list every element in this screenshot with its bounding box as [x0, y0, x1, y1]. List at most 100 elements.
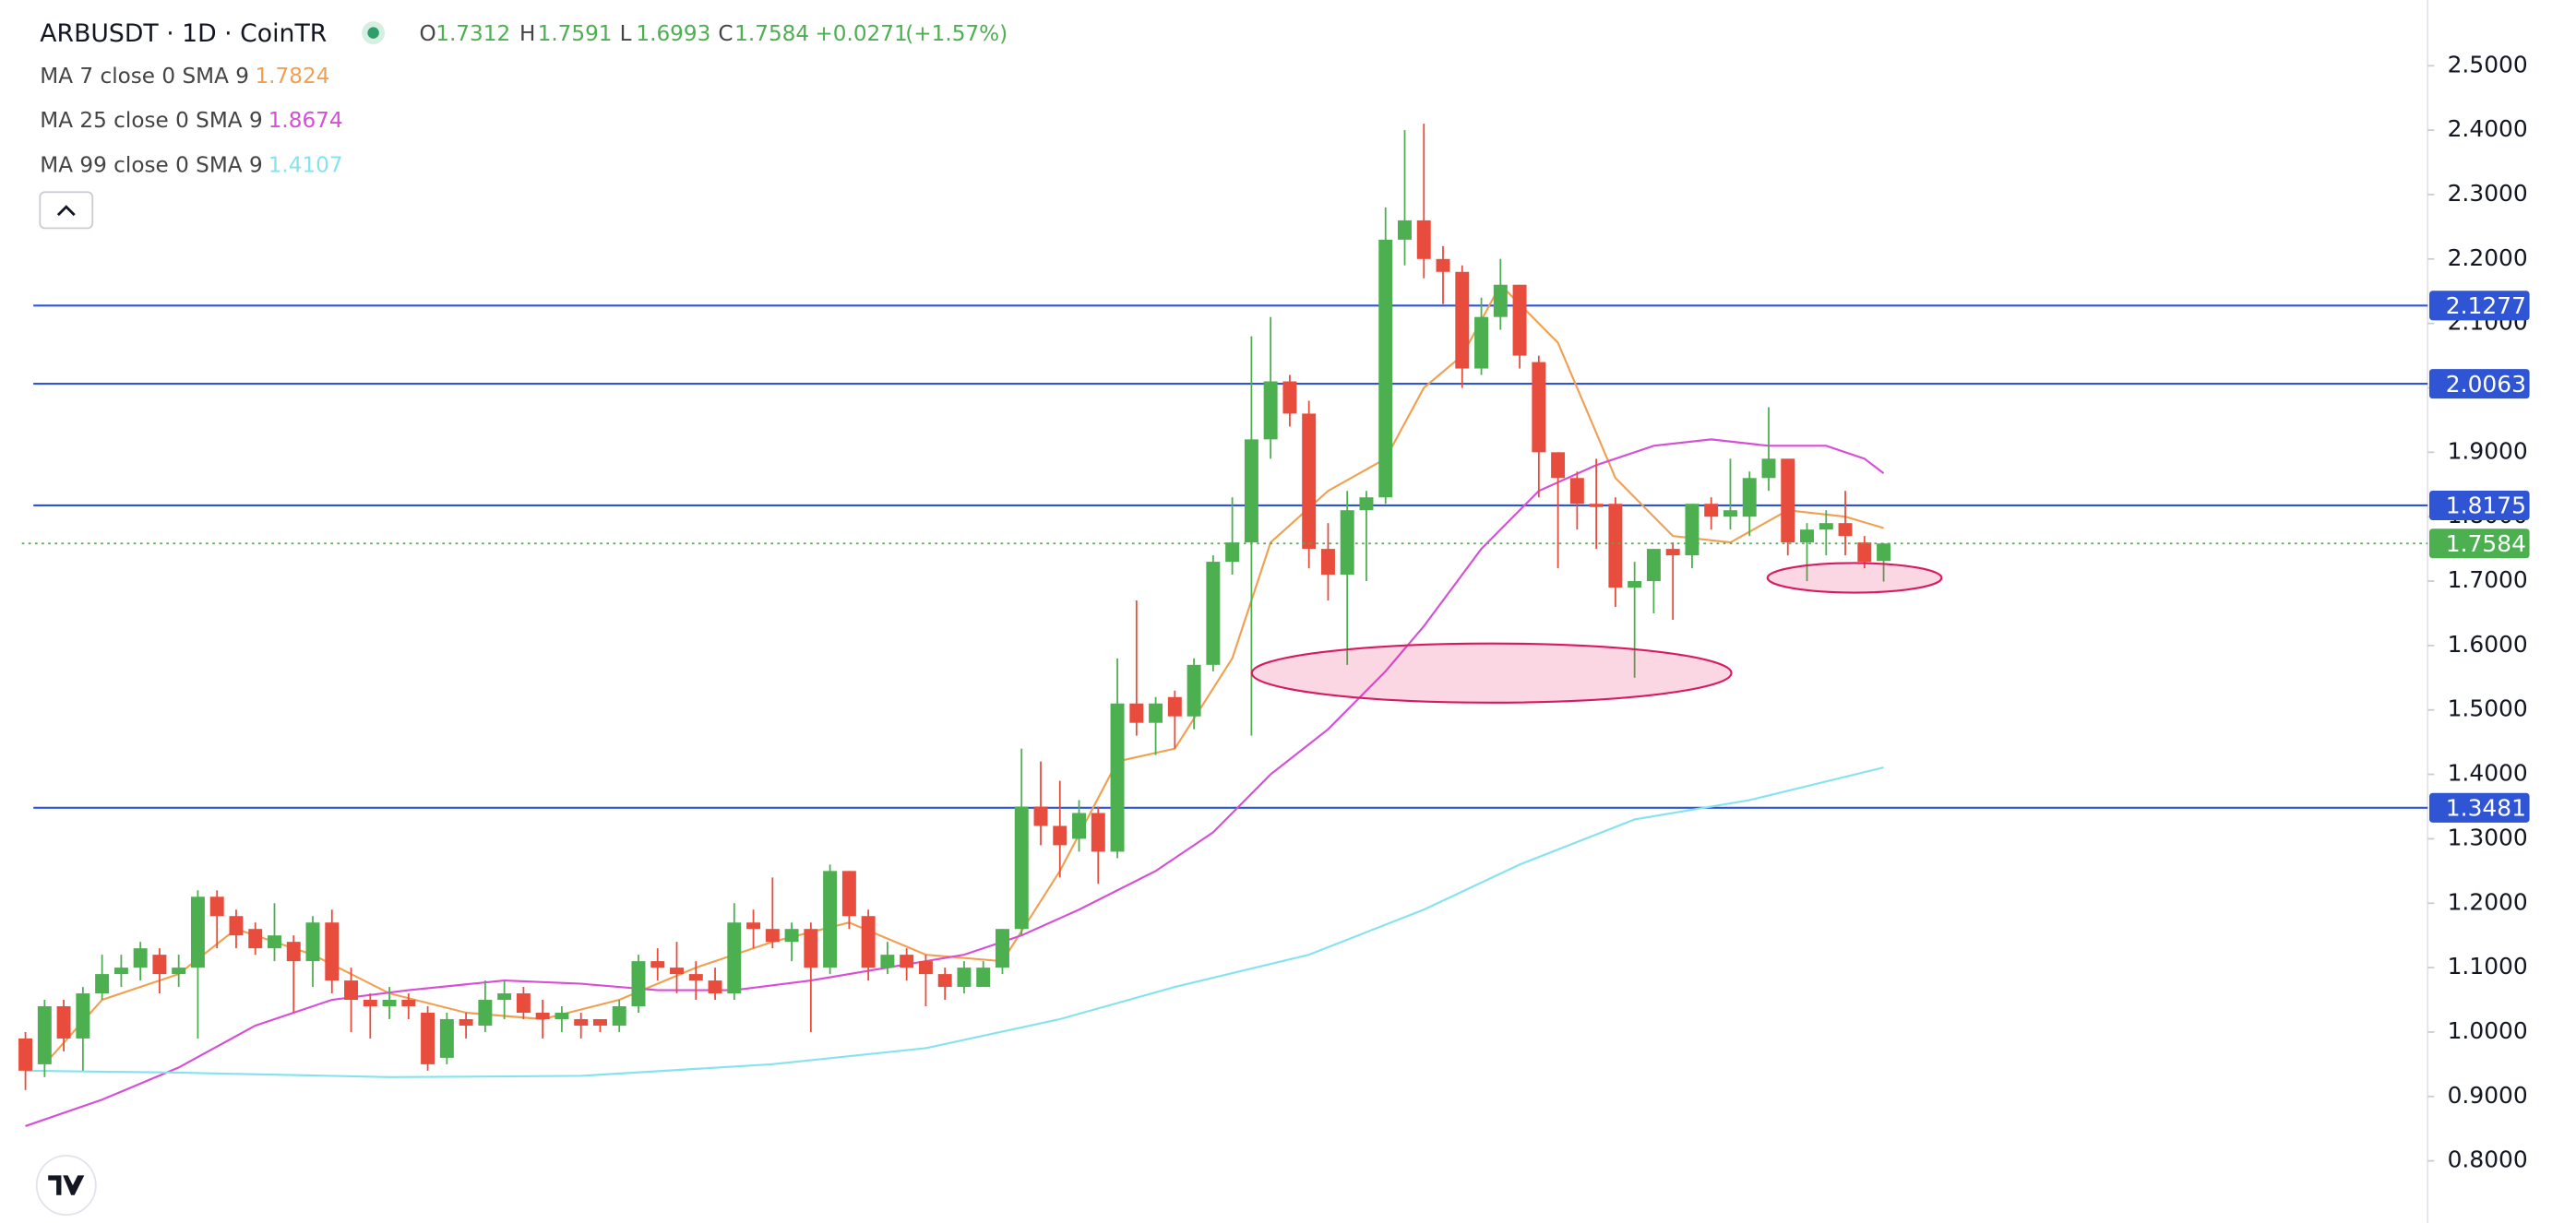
- candle-body: [1378, 239, 1393, 498]
- logo[interactable]: [35, 1155, 97, 1216]
- candle-body: [1014, 806, 1029, 930]
- candle-body: [823, 871, 838, 968]
- candle-body: [37, 1006, 52, 1064]
- candle-body: [727, 922, 742, 994]
- moving-average-line: [25, 766, 1884, 1078]
- candle-body: [1053, 825, 1067, 846]
- candle-body: [1455, 271, 1470, 369]
- legend-label: MA 7 close 0 SMA 9: [40, 65, 249, 89]
- level-tag-label: 1.8175: [2446, 493, 2526, 519]
- annotation-ellipse[interactable]: [1766, 562, 1943, 594]
- candle-body: [1072, 813, 1087, 839]
- candle-body: [382, 1000, 397, 1007]
- candle-body: [708, 980, 722, 994]
- candle-body: [1569, 478, 1584, 505]
- ohlc-value: 1.7584: [734, 22, 809, 46]
- candle-body: [1742, 478, 1757, 517]
- legend: MA 7 close 0 SMA 9 1.7824 MA 25 close 0 SM…: [40, 65, 342, 177]
- legend-value: 1.7824: [255, 65, 329, 89]
- level-tag: [2429, 792, 2530, 823]
- candle-body: [1436, 258, 1450, 272]
- candle-body: [574, 1018, 589, 1026]
- candle-body: [1129, 703, 1144, 723]
- candle-body: [1033, 806, 1048, 826]
- candle-body: [363, 1000, 377, 1007]
- y-tick-label: 1.1000: [2448, 953, 2528, 980]
- y-tick-label: 1.4000: [2448, 760, 2528, 787]
- candle-body: [1416, 220, 1431, 259]
- candle-body: [996, 929, 1009, 968]
- candle-body: [133, 948, 148, 968]
- candle-body: [172, 968, 186, 975]
- candle-body: [439, 1018, 454, 1058]
- candle-body: [765, 929, 780, 943]
- candle-body: [650, 961, 665, 968]
- plot-area: [18, 124, 2428, 1127]
- candle-body: [248, 929, 263, 949]
- price-tags: 2.1277 2.0063 1.8175 1.3481 1.7584: [2429, 291, 2530, 823]
- change: +0.0271: [815, 22, 907, 46]
- candle-body: [612, 1006, 626, 1026]
- candle-body: [268, 935, 281, 949]
- y-tick-label: 1.6000: [2448, 631, 2528, 658]
- candle-body: [56, 1006, 71, 1039]
- level-tag: [2429, 490, 2530, 520]
- candle-body: [1187, 664, 1201, 717]
- candle-body: [861, 916, 876, 968]
- candle-body: [421, 1013, 435, 1064]
- level-tag: [2429, 369, 2530, 399]
- candle-body: [1320, 549, 1335, 576]
- candle-body: [459, 1018, 473, 1026]
- candle-body: [746, 922, 761, 930]
- y-tick-label: 0.8000: [2448, 1146, 2528, 1173]
- status-dot-core: [367, 27, 379, 39]
- ohlc-label: C: [718, 22, 733, 46]
- legend-value: 1.4107: [268, 153, 343, 177]
- candle-body: [937, 974, 952, 988]
- collapse-button[interactable]: [39, 191, 94, 230]
- candle-body: [880, 955, 895, 968]
- ohlc-label: H: [519, 22, 535, 46]
- y-tick-label: 1.5000: [2448, 695, 2528, 722]
- candle-body: [1723, 510, 1737, 517]
- candle-body: [1512, 284, 1527, 356]
- candle-body: [286, 942, 301, 962]
- candle-body: [1877, 543, 1891, 562]
- ohlc-label: L: [620, 22, 632, 46]
- candle-body: [209, 896, 224, 917]
- candle-body: [900, 955, 914, 968]
- candle-body: [631, 961, 646, 1007]
- y-tick-label: 1.3000: [2448, 824, 2528, 850]
- candle-body: [1398, 220, 1412, 240]
- candle-body: [592, 1018, 607, 1026]
- legend-label: MA 99 close 0 SMA 9: [40, 153, 262, 177]
- level-tag-label: 1.3481: [2446, 795, 2526, 822]
- candle-body: [1704, 504, 1719, 517]
- candle-body: [325, 922, 340, 981]
- candle-body: [688, 974, 703, 981]
- candle-body: [1340, 510, 1354, 576]
- logo-mark: [48, 1175, 85, 1195]
- candle-body: [1761, 458, 1776, 479]
- candle-body: [1359, 497, 1374, 511]
- candle-body: [95, 974, 110, 994]
- candle-body: [401, 1000, 416, 1007]
- candle-body: [18, 1038, 33, 1071]
- candle-body: [1282, 381, 1297, 414]
- candle-body: [1589, 504, 1604, 507]
- candle-body: [1800, 529, 1814, 543]
- candle-body: [152, 955, 167, 975]
- candle-body: [1819, 523, 1833, 530]
- chevron-icon: [56, 205, 76, 217]
- candle-body: [1474, 316, 1489, 369]
- change-percent: (+1.57%): [905, 22, 1008, 46]
- candle-body: [957, 968, 972, 988]
- candle-body: [497, 993, 512, 1001]
- last-price-tag: [2429, 528, 2530, 559]
- annotation-ellipse[interactable]: [1250, 642, 1733, 704]
- ohlc-value: 1.7591: [538, 22, 613, 46]
- candle-body: [113, 968, 128, 975]
- level-tag: [2429, 291, 2530, 321]
- y-tick-label: 2.2000: [2448, 244, 2528, 271]
